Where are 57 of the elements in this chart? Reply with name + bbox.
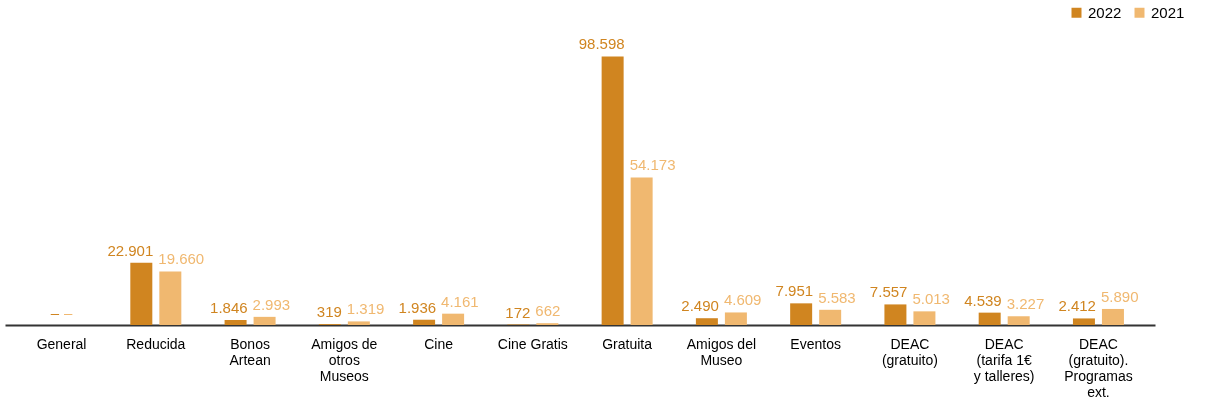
bar	[695, 318, 718, 325]
bar	[978, 312, 1001, 325]
x-tick-label: Eventos	[790, 335, 841, 352]
data-label: 54.173	[629, 156, 676, 174]
x-tick-label: General	[36, 335, 87, 352]
bar	[347, 321, 370, 325]
text: –	[50, 304, 60, 321]
bar	[913, 311, 936, 325]
x-tick-label: Amigos de otros Museos	[311, 335, 378, 384]
data-label: 2.412	[1058, 297, 1096, 315]
bar	[884, 304, 907, 325]
bar	[1072, 318, 1095, 325]
bar	[224, 319, 247, 325]
bar	[253, 316, 276, 325]
bar	[442, 313, 465, 325]
data-label: 2.993	[252, 295, 291, 313]
data-label: 1.319	[346, 300, 385, 318]
data-label: 1.846	[210, 298, 248, 316]
data-label: 319	[316, 303, 342, 321]
x-tick-label: Gratuita	[602, 335, 653, 352]
legend-label: 2022	[1088, 3, 1122, 21]
data-label: 7.557	[869, 283, 908, 301]
bar	[1007, 316, 1030, 325]
data-label: 3.227	[1006, 295, 1045, 313]
legend-label: 2021	[1151, 3, 1185, 21]
x-tick-label: DEAC (gratuito)	[881, 335, 938, 368]
bar	[130, 262, 153, 325]
bar	[819, 309, 842, 325]
data-label: 98.598	[578, 35, 625, 53]
data-label: 5.013	[912, 290, 950, 308]
x-tick-label: Bonos Artean	[229, 335, 271, 368]
data-label: 4.161	[441, 292, 479, 310]
bar	[1101, 308, 1124, 325]
bar	[790, 303, 813, 325]
data-label: 172	[505, 303, 531, 321]
data-label: 7.951	[775, 282, 814, 300]
x-tick-label: DEAC (gratuito). Programas ext.	[1064, 335, 1133, 400]
bar	[413, 319, 436, 325]
bar	[724, 312, 747, 325]
data-label: 662	[535, 302, 561, 320]
bar	[630, 177, 653, 325]
x-tick-label: Cine Gratis	[497, 335, 568, 352]
data-label: 5.890	[1100, 287, 1139, 305]
data-label: 2.490	[681, 297, 719, 315]
data-label: 22.901	[107, 241, 154, 259]
bar	[159, 271, 182, 325]
bar	[601, 56, 624, 325]
data-label: 1.936	[398, 298, 437, 316]
x-tick-label: DEAC (tarifa 1€ y talleres)	[973, 335, 1035, 384]
data-label: 4.609	[723, 291, 762, 309]
x-tick-label: Amigos del Museo	[686, 335, 757, 368]
text: –	[64, 304, 73, 321]
x-tick-label: Cine	[424, 335, 454, 352]
data-label: 4.539	[964, 291, 1002, 309]
data-label: 5.583	[818, 288, 856, 306]
x-tick-label: Reducida	[126, 335, 186, 352]
data-label: 19.660	[158, 250, 205, 268]
